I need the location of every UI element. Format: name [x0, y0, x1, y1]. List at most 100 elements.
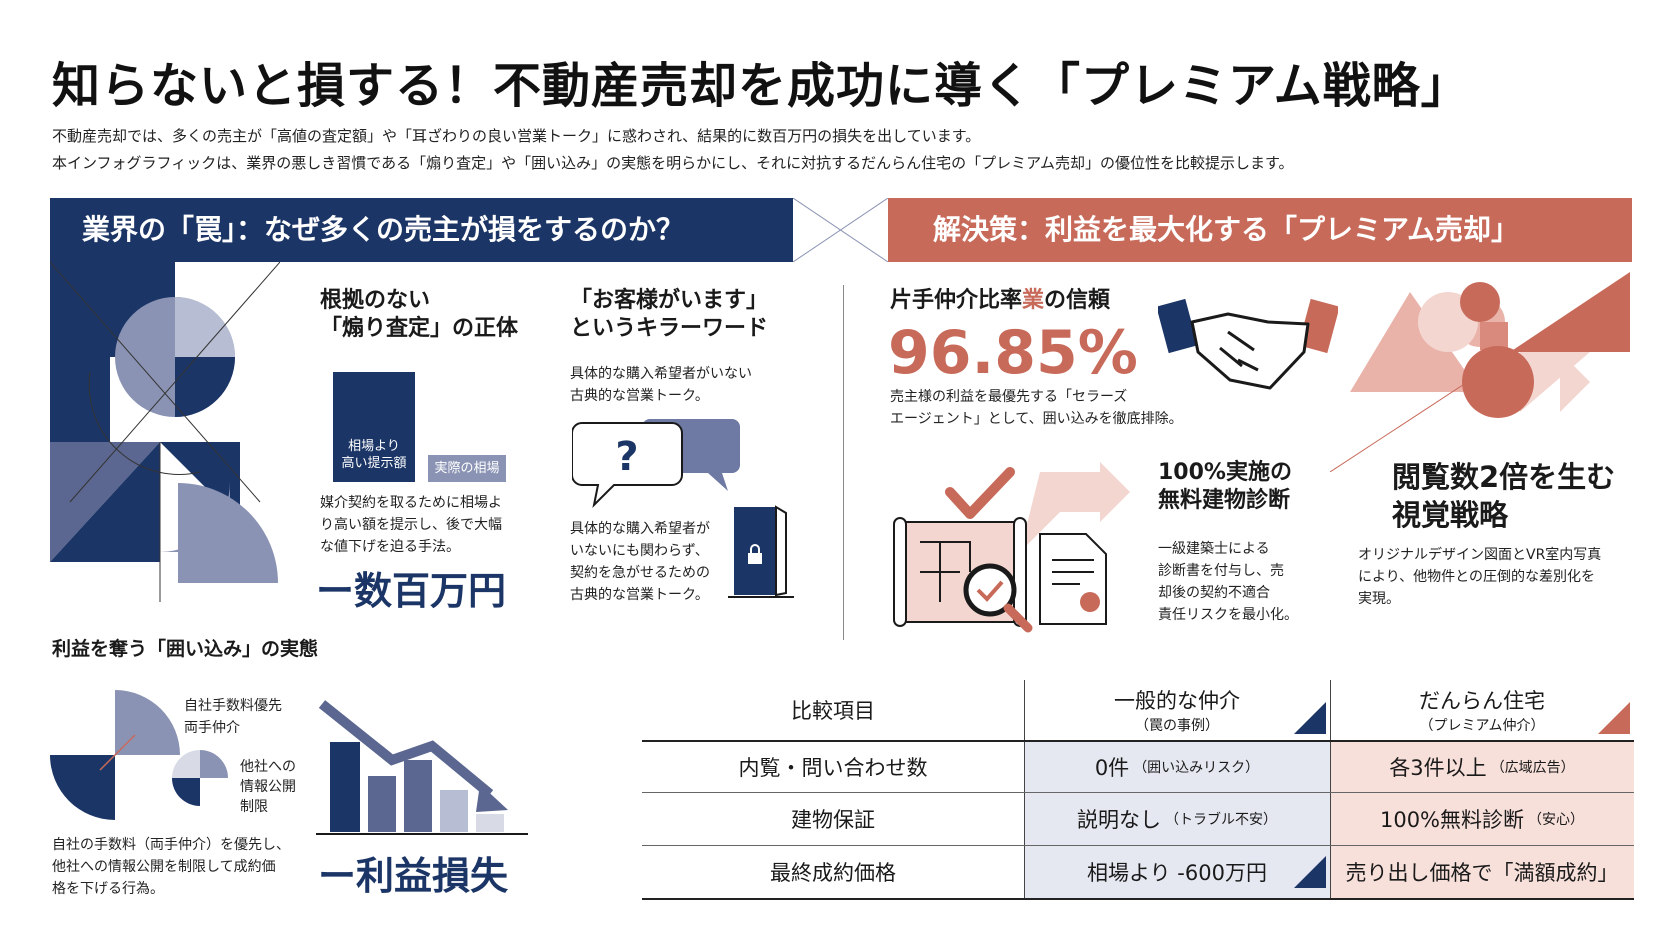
- terracotta-corner-triangle: [1598, 702, 1630, 734]
- row1-general: 0件 （囲い込みリスク）: [1024, 742, 1330, 792]
- inspection-desc-line: 却後の契約不適合: [1158, 585, 1270, 601]
- header-item: 比較項目: [791, 699, 875, 723]
- row2-danran-value: 100%無料診断: [1379, 808, 1525, 832]
- inspection-desc-line: 診断書を付与し、売: [1158, 563, 1284, 579]
- enclosure-label-2: 他社への 情報公開 制限: [240, 757, 296, 817]
- declining-bar-icon: [316, 700, 528, 835]
- enclosure-title: 利益を奪う「囲い込み」の実態: [52, 638, 319, 660]
- enclosure-description: 自社の手数料（両手仲介）を優先し、 他社への情報公開を制限して成約価 格を下げる…: [52, 834, 290, 900]
- header-danran-sub: （プレミアム仲介）: [1419, 718, 1545, 734]
- enclosure-label2-line: 他社への: [240, 759, 296, 775]
- appraisal-description: 媒介契約を取るために相場よ り高い額を提示し、後で大幅 な値下げを迫る手法。: [320, 492, 502, 558]
- trust-desc-line: エージェント」として、囲い込みを徹底排除。: [890, 411, 1183, 427]
- general-column-bg: [1024, 740, 1330, 898]
- header-danran-label: だんらん住宅: [1419, 689, 1545, 713]
- handshake-icon: [1158, 298, 1338, 390]
- page-title: 知らないと損する！不動産売却を成功に導く「プレミアム戦略」: [52, 58, 1470, 114]
- row2-danran-note: （安心）: [1528, 812, 1585, 828]
- column-divider: [1330, 680, 1331, 898]
- quarter-circle-decoration: [178, 483, 278, 583]
- section-divider: [843, 285, 844, 640]
- intro-line-2: 本インフォグラフィックは、業界の悪しき習慣である「煽り査定」や「囲い込み」の実態…: [52, 154, 1294, 172]
- locked-door-icon: [728, 505, 794, 598]
- enclosure-label-1: 自社手数料優先 両手仲介: [184, 695, 282, 739]
- killer-description-bottom: 具体的な購入希望者が いないにも関わらず、 契約を急がせるための 古典的な営業ト…: [570, 518, 710, 606]
- killer-desc-line: 古典的な営業トーク。: [570, 388, 709, 404]
- trust-title: 片手仲介比率業の信頼: [890, 286, 1110, 316]
- trust-title-part: 片手仲介比率: [890, 288, 1023, 313]
- row1-danran-note: （広域広告）: [1490, 760, 1575, 776]
- enclosure-desc-line: 格を下げる行為。: [52, 881, 164, 897]
- table-rule: [642, 792, 1634, 793]
- row3-danran-value: 売り出し価格で「満額成約」: [1345, 861, 1619, 885]
- row2-general-value: 説明なし: [1077, 808, 1161, 832]
- row1-item: 内覧・問い合わせ数: [738, 756, 928, 780]
- speech-bubbles-icon: ?: [572, 419, 740, 509]
- visual-title: 閲覧数2倍を生む 視覚戦略: [1392, 458, 1615, 534]
- bar-actual-label: 実際の相場: [434, 461, 500, 476]
- navy-corner-triangle: [1294, 856, 1326, 888]
- question-mark: ?: [615, 434, 638, 480]
- enclosure-label1-line: 両手仲介: [184, 720, 240, 736]
- header-general-label: 一般的な仲介: [1114, 689, 1240, 713]
- enclosure-label2-line: 制限: [240, 799, 268, 815]
- bar-actual-price: 実際の相場: [428, 455, 506, 482]
- bar-high-label-line2: 高い提示額: [341, 456, 407, 471]
- enclosure-desc-line: 他社への情報公開を制限して成約価: [52, 859, 276, 875]
- geometric-decoration-right: [1330, 272, 1630, 472]
- visual-title-line: 視覚戦略: [1392, 498, 1509, 532]
- enclosure-pie-icon: [50, 690, 228, 820]
- table-rule: [642, 845, 1634, 846]
- danran-column-bg: [1330, 740, 1634, 898]
- visual-title-line: 閲覧数2倍を生む: [1392, 460, 1616, 494]
- killer-title-line2: というキラーワード: [570, 316, 769, 341]
- enclosure-label2-line: 情報公開: [240, 779, 296, 795]
- row1-general-value: 0件: [1094, 756, 1130, 780]
- killer-desc-line: 古典的な営業トーク。: [570, 587, 709, 603]
- visual-desc-line: により、他物件との圧倒的な差別化を: [1358, 569, 1596, 585]
- enclosure-label1-line: 自社手数料優先: [184, 698, 282, 714]
- appraisal-title-line2: 「煽り査定」の正体: [320, 316, 519, 341]
- column-divider: [1024, 680, 1025, 898]
- trust-desc-line: 売主様の利益を最優先する「セラーズ: [890, 389, 1128, 405]
- killer-desc-line: 契約を急がせるための: [570, 565, 710, 581]
- header-general: 一般的な仲介 （罠の事例）: [1024, 680, 1330, 740]
- trust-description: 売主様の利益を最優先する「セラーズ エージェント」として、囲い込みを徹底排除。: [890, 386, 1183, 430]
- navy-corner-triangle: [1294, 702, 1326, 734]
- trust-title-part: の信頼: [1044, 288, 1111, 313]
- inspection-title-line1: 100%実施の: [1158, 460, 1292, 485]
- row1-danran: 各3件以上 （広域広告）: [1330, 742, 1634, 792]
- row2-danran: 100%無料診断 （安心）: [1330, 793, 1634, 845]
- row1-danran-value: 各3件以上: [1389, 756, 1487, 780]
- intro-line-1: 不動産売却では、多くの売主が「高値の査定額」や「耳ざわりの良い営業トーク」に惑わ…: [52, 127, 981, 145]
- inspection-icon: [893, 462, 1130, 633]
- visual-description: オリジナルデザイン図面とVR室内写真 により、他物件との圧倒的な差別化を 実現。: [1358, 544, 1601, 610]
- inspection-desc-line: 一級建築士による: [1158, 541, 1270, 557]
- header-danran: だんらん住宅 （プレミアム仲介）: [1330, 680, 1634, 740]
- killer-description-top: 具体的な購入希望者がいない 古典的な営業トーク。: [570, 363, 752, 407]
- appraisal-loss-amount: ー数百万円: [316, 569, 507, 613]
- comparison-table: 比較項目 一般的な仲介 （罠の事例） だんらん住宅 （プレミアム仲介） 内覧・問…: [642, 680, 1634, 900]
- visual-desc-line: 実現。: [1358, 591, 1400, 607]
- header-general-sub: （罠の事例）: [1135, 718, 1219, 734]
- table-rule: [642, 740, 1634, 742]
- trust-stat: 96.85%: [888, 318, 1138, 388]
- visual-desc-line: オリジナルデザイン図面とVR室内写真: [1358, 547, 1602, 563]
- bar-high-label-line1: 相場より: [348, 439, 400, 454]
- row2-general-note: （トラブル不安）: [1165, 812, 1277, 828]
- inspection-desc-line: 責任リスクを最小化。: [1158, 607, 1298, 623]
- right-section-header: 解決策：利益を最大化する「プレミアム売却」: [888, 198, 1632, 262]
- row2-general: 説明なし （トラブル不安）: [1024, 793, 1330, 845]
- killer-desc-line: 具体的な購入希望者がいない: [570, 366, 752, 382]
- geometric-decoration-left: [50, 262, 280, 602]
- killer-desc-line: いないにも関わらず、: [570, 543, 709, 559]
- trust-title-accent: 業: [1022, 288, 1045, 313]
- header-connector-lines: [793, 198, 888, 262]
- appraisal-desc-line: な値下げを迫る手法。: [320, 539, 460, 555]
- inspection-title-line2: 無料建物診断: [1158, 488, 1291, 513]
- bar-high-price: 相場より 高い提示額: [333, 372, 415, 482]
- left-section-header: 業界の「罠」：なぜ多くの売主が損をするのか？: [50, 198, 793, 262]
- killer-title-line1: 「お客様がいます」: [570, 288, 769, 313]
- table-rule: [642, 898, 1634, 900]
- enclosure-desc-line: 自社の手数料（両手仲介）を優先し、: [52, 837, 290, 853]
